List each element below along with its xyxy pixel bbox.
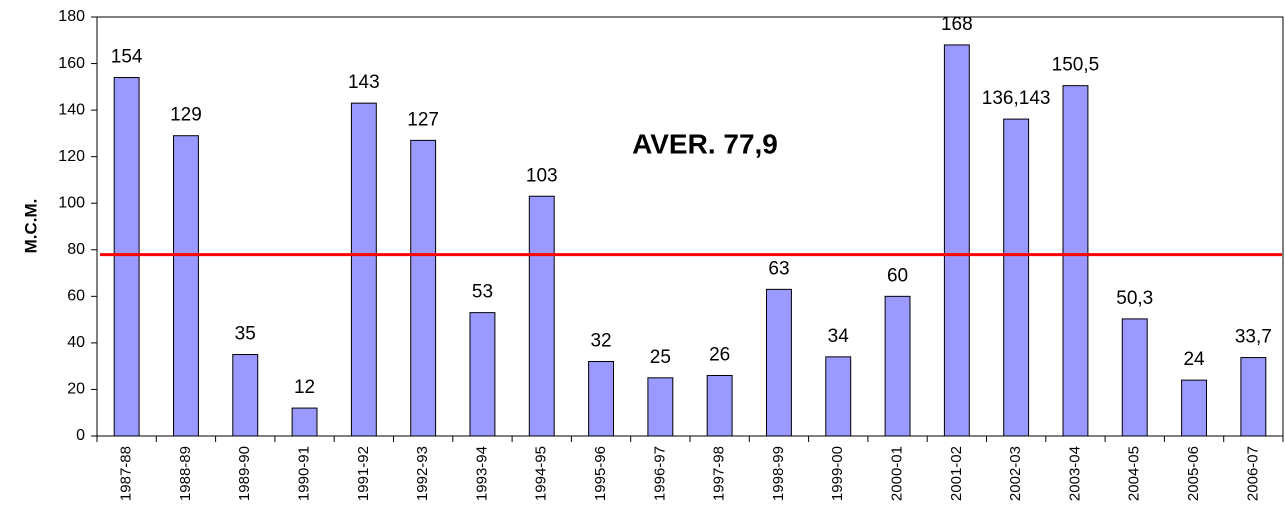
x-tick-label: 2005-06 bbox=[1185, 446, 1202, 501]
bar bbox=[943, 44, 970, 437]
bar bbox=[232, 354, 259, 437]
x-tick-label: 1990-91 bbox=[296, 446, 313, 501]
value-label: 50,3 bbox=[1116, 288, 1153, 309]
value-label: 24 bbox=[1183, 349, 1205, 370]
x-tick-label: 1991-92 bbox=[355, 446, 372, 501]
value-label: 103 bbox=[526, 165, 558, 186]
value-label: 34 bbox=[828, 326, 850, 347]
bar bbox=[765, 288, 792, 437]
y-tick-label: 120 bbox=[58, 148, 85, 165]
bar bbox=[469, 312, 496, 437]
x-tick-label: 2002-03 bbox=[1007, 446, 1024, 501]
x-tick-label: 1992-93 bbox=[414, 446, 431, 501]
x-tick-label: 2000-01 bbox=[889, 446, 906, 501]
x-tick-label: 2001-02 bbox=[948, 446, 965, 501]
value-label: 53 bbox=[472, 282, 493, 303]
bar bbox=[1121, 318, 1148, 437]
bar bbox=[528, 195, 555, 437]
x-tick-label: 1998-99 bbox=[770, 446, 787, 501]
value-label: 33,7 bbox=[1235, 327, 1272, 348]
y-tick-label: 140 bbox=[58, 101, 85, 118]
x-tick-label: 2003-04 bbox=[1066, 446, 1083, 501]
value-label: 32 bbox=[590, 331, 611, 352]
bar bbox=[647, 377, 674, 437]
value-label: 60 bbox=[887, 265, 908, 286]
x-tick-label: 1997-98 bbox=[711, 446, 728, 501]
value-label: 25 bbox=[650, 347, 671, 368]
value-label: 127 bbox=[407, 109, 439, 130]
y-tick-label: 0 bbox=[76, 427, 85, 444]
bar bbox=[410, 139, 437, 437]
y-tick-label: 40 bbox=[67, 334, 85, 351]
x-tick-label: 2004-05 bbox=[1126, 446, 1143, 501]
value-label: 63 bbox=[768, 258, 789, 279]
x-tick-label: 1987-88 bbox=[118, 446, 135, 501]
y-tick-label: 100 bbox=[58, 194, 85, 211]
average-label: AVER. 77,9 bbox=[632, 128, 778, 159]
bar bbox=[1181, 379, 1208, 437]
x-tick-label: 1999-00 bbox=[829, 446, 846, 501]
bar bbox=[825, 356, 852, 437]
bar bbox=[113, 77, 140, 437]
x-tick-label: 1995-96 bbox=[592, 446, 609, 501]
y-tick-label: 80 bbox=[67, 241, 85, 258]
plot-area bbox=[96, 16, 1284, 437]
x-tick-label: 1996-97 bbox=[651, 446, 668, 501]
bar bbox=[588, 361, 615, 437]
value-label: 35 bbox=[235, 324, 256, 345]
y-tick-label: 60 bbox=[67, 288, 85, 305]
value-label: 136,143 bbox=[982, 88, 1051, 109]
bar bbox=[1240, 357, 1267, 437]
x-tick-label: 1994-95 bbox=[533, 446, 550, 501]
value-label: 168 bbox=[941, 14, 973, 35]
x-tick-label: 2006-07 bbox=[1244, 446, 1261, 501]
bar bbox=[884, 295, 911, 437]
value-label: 150,5 bbox=[1052, 55, 1100, 76]
bar bbox=[1003, 118, 1030, 437]
x-tick-label: 1989-90 bbox=[236, 446, 253, 501]
bar bbox=[706, 374, 733, 437]
x-tick-label: 1993-94 bbox=[473, 446, 490, 501]
value-label: 154 bbox=[111, 47, 143, 68]
value-label: 12 bbox=[294, 377, 315, 398]
bar bbox=[172, 135, 199, 437]
x-tick-label: 1988-89 bbox=[177, 446, 194, 501]
y-axis-title: M.C.M. bbox=[21, 199, 40, 254]
y-tick-label: 160 bbox=[58, 55, 85, 72]
bar bbox=[1062, 85, 1089, 437]
y-tick-label: 20 bbox=[67, 381, 85, 398]
value-label: 129 bbox=[170, 105, 202, 126]
y-tick-label: 180 bbox=[58, 8, 85, 25]
value-label: 26 bbox=[709, 344, 730, 365]
value-label: 143 bbox=[348, 72, 380, 93]
bar bbox=[350, 102, 377, 437]
bar bbox=[291, 407, 318, 437]
